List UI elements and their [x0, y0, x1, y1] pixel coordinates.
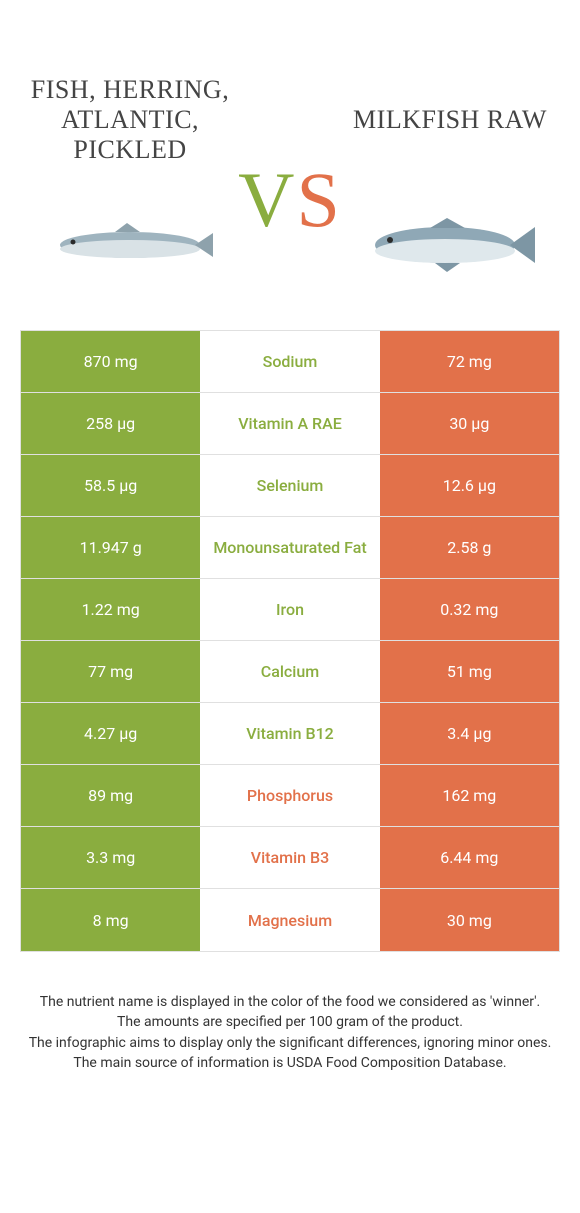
left-value: 8 mg	[21, 889, 200, 951]
footnote-line: The amounts are specified per 100 gram o…	[15, 1012, 565, 1032]
milkfish-icon	[365, 215, 535, 275]
nutrient-name: Calcium	[200, 641, 379, 702]
right-food: MILKFISH RAW	[350, 55, 550, 275]
nutrient-name: Vitamin B3	[200, 827, 379, 888]
left-value: 77 mg	[21, 641, 200, 702]
comparison-table: 870 mgSodium72 mg258 µgVitamin A RAE30 µ…	[20, 330, 560, 952]
right-value: 30 mg	[380, 889, 559, 951]
nutrient-name: Sodium	[200, 331, 379, 392]
left-value: 258 µg	[21, 393, 200, 454]
nutrient-name: Phosphorus	[200, 765, 379, 826]
left-title: FISH, HERRING, ATLANTIC, PICKLED	[30, 55, 230, 185]
vs-s: S	[296, 156, 341, 243]
right-value: 30 µg	[380, 393, 559, 454]
table-row: 58.5 µgSelenium12.6 µg	[21, 455, 559, 517]
left-value: 3.3 mg	[21, 827, 200, 888]
footnote-line: The main source of information is USDA F…	[15, 1053, 565, 1073]
table-row: 1.22 mgIron0.32 mg	[21, 579, 559, 641]
table-row: 8 mgMagnesium30 mg	[21, 889, 559, 951]
left-food: FISH, HERRING, ATLANTIC, PICKLED	[30, 55, 230, 275]
vs-label: VS	[238, 155, 342, 245]
infographic: FISH, HERRING, ATLANTIC, PICKLED VS MILK…	[0, 0, 580, 1113]
right-title: MILKFISH RAW	[353, 55, 547, 185]
table-row: 89 mgPhosphorus162 mg	[21, 765, 559, 827]
nutrient-name: Magnesium	[200, 889, 379, 951]
right-value: 12.6 µg	[380, 455, 559, 516]
table-row: 4.27 µgVitamin B123.4 µg	[21, 703, 559, 765]
footnote-line: The infographic aims to display only the…	[15, 1033, 565, 1053]
header: FISH, HERRING, ATLANTIC, PICKLED VS MILK…	[0, 0, 580, 320]
left-value: 870 mg	[21, 331, 200, 392]
table-row: 258 µgVitamin A RAE30 µg	[21, 393, 559, 455]
footnotes: The nutrient name is displayed in the co…	[0, 952, 580, 1113]
nutrient-name: Selenium	[200, 455, 379, 516]
right-value: 6.44 mg	[380, 827, 559, 888]
right-value: 2.58 g	[380, 517, 559, 578]
right-value: 0.32 mg	[380, 579, 559, 640]
herring-icon	[45, 215, 215, 275]
left-value: 4.27 µg	[21, 703, 200, 764]
nutrient-name: Iron	[200, 579, 379, 640]
left-value: 1.22 mg	[21, 579, 200, 640]
table-row: 3.3 mgVitamin B36.44 mg	[21, 827, 559, 889]
right-value: 3.4 µg	[380, 703, 559, 764]
nutrient-name: Vitamin A RAE	[200, 393, 379, 454]
table-row: 11.947 gMonounsaturated Fat2.58 g	[21, 517, 559, 579]
left-value: 89 mg	[21, 765, 200, 826]
vs-v: V	[238, 156, 296, 243]
left-value: 58.5 µg	[21, 455, 200, 516]
right-value: 162 mg	[380, 765, 559, 826]
nutrient-name: Monounsaturated Fat	[200, 517, 379, 578]
table-row: 870 mgSodium72 mg	[21, 331, 559, 393]
left-value: 11.947 g	[21, 517, 200, 578]
nutrient-name: Vitamin B12	[200, 703, 379, 764]
right-value: 72 mg	[380, 331, 559, 392]
right-value: 51 mg	[380, 641, 559, 702]
footnote-line: The nutrient name is displayed in the co…	[15, 992, 565, 1012]
table-row: 77 mgCalcium51 mg	[21, 641, 559, 703]
